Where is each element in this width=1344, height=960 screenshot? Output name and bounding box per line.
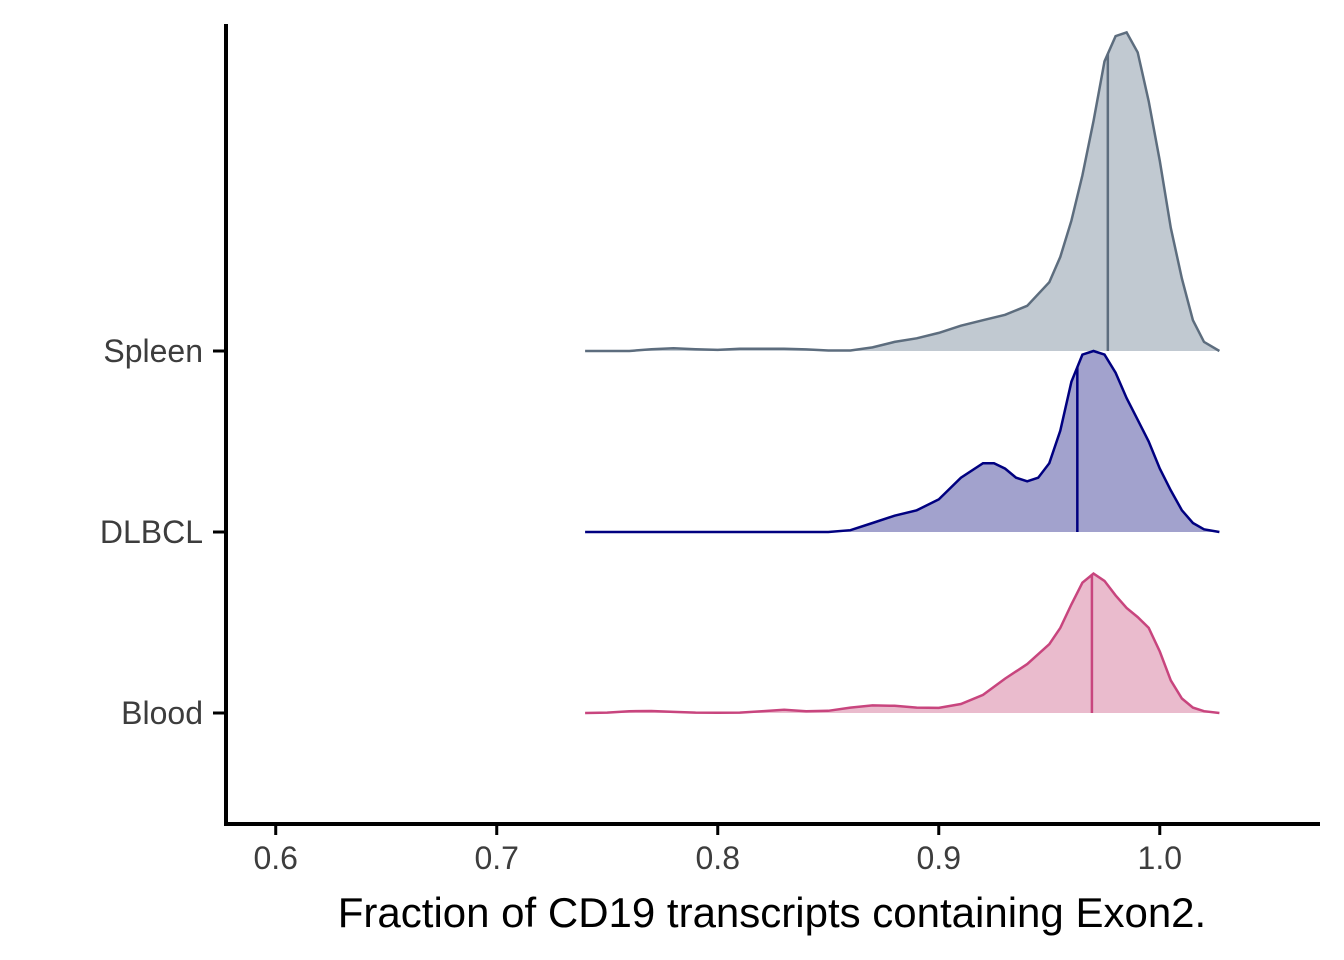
- y-tick-label: Spleen: [103, 333, 203, 369]
- ridge-area-dlbcl: [585, 351, 1220, 532]
- y-tick-label: Blood: [121, 695, 203, 731]
- ridge-outline-spleen: [585, 30, 1221, 353]
- ridge-area-blood: [585, 573, 1220, 713]
- x-tick-label: 0.9: [917, 840, 961, 876]
- x-tick-label: 1.0: [1138, 840, 1182, 876]
- x-axis-title: Fraction of CD19 transcripts containing …: [338, 889, 1206, 936]
- x-tick-label: 0.7: [474, 840, 518, 876]
- ridge-area-spleen: [585, 32, 1220, 352]
- y-tick-label: DLBCL: [100, 514, 203, 550]
- ridges-layer: [585, 30, 1221, 715]
- x-ticks: 0.6 0.7 0.8 0.9 1.0: [253, 824, 1182, 876]
- y-ticks: Blood DLBCL Spleen: [100, 333, 226, 731]
- x-tick-label: 0.6: [253, 840, 297, 876]
- x-tick-label: 0.8: [696, 840, 740, 876]
- ridge-outline-dlbcl: [585, 349, 1220, 534]
- axes-layer: 0.6 0.7 0.8 0.9 1.0 Blood DLBCL Spleen: [100, 24, 1320, 876]
- ridge-outline-blood: [585, 572, 1220, 715]
